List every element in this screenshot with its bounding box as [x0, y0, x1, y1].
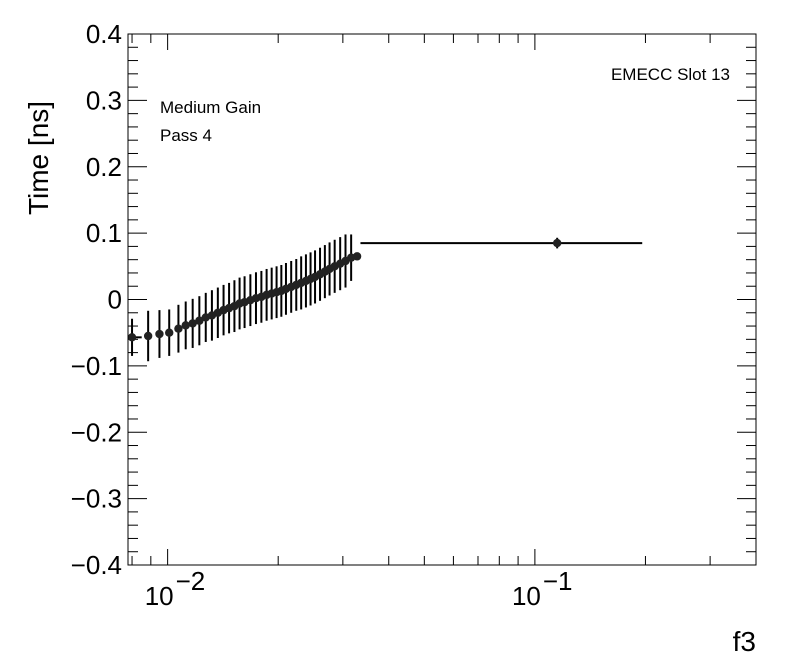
data-point	[341, 234, 350, 288]
data-point	[174, 304, 183, 353]
point-marker	[352, 252, 362, 261]
gain-annotation: Medium Gain	[160, 98, 261, 117]
data-point	[165, 309, 174, 356]
y-tick-label: −0.2	[71, 417, 122, 447]
data-point	[360, 237, 643, 249]
x-tick-label-base: 10	[512, 581, 541, 611]
point-marker	[195, 316, 204, 325]
point-marker	[188, 319, 197, 328]
data-point	[195, 296, 204, 346]
data-point	[352, 252, 362, 261]
data-point	[155, 310, 164, 358]
point-marker	[127, 333, 137, 342]
point-marker	[181, 321, 190, 330]
data-point	[127, 318, 142, 356]
plot-frame	[127, 33, 757, 566]
y-tick-label: 0	[108, 285, 122, 315]
y-tick-label: −0.3	[71, 484, 122, 514]
point-marker	[552, 238, 562, 248]
y-tick-label: 0.1	[86, 218, 122, 248]
point-marker	[165, 328, 174, 337]
data-point	[188, 298, 197, 348]
data-points	[127, 234, 643, 362]
y-tick-label: 0.2	[86, 152, 122, 182]
y-tick-label: −0.1	[71, 351, 122, 381]
point-marker	[174, 324, 183, 333]
y-tick-label: 0.4	[86, 19, 122, 49]
y-tick-label: 0.3	[86, 85, 122, 115]
y-tick-labels: 0.4 0.3 0.2 0.1 0 −0.1 −0.2 −0.3 −0.4	[71, 19, 122, 580]
data-point	[181, 301, 190, 350]
y-axis-title: Time [ns]	[23, 101, 54, 215]
slot-annotation: EMECC Slot 13	[611, 65, 730, 84]
y-tick-label: −0.4	[71, 550, 122, 580]
point-marker	[155, 329, 164, 339]
pass-annotation: Pass 4	[160, 126, 212, 145]
x-tick-labels: 10 −2 10 −1	[145, 566, 573, 611]
data-point	[143, 310, 153, 362]
axis-ticks	[128, 33, 757, 566]
x-tick-label-exponent: −2	[176, 566, 206, 596]
x-tick-label-base: 10	[145, 581, 174, 611]
x-axis-title: f3	[733, 626, 756, 657]
x-tick-label-exponent: −1	[543, 566, 573, 596]
point-marker	[143, 331, 153, 341]
